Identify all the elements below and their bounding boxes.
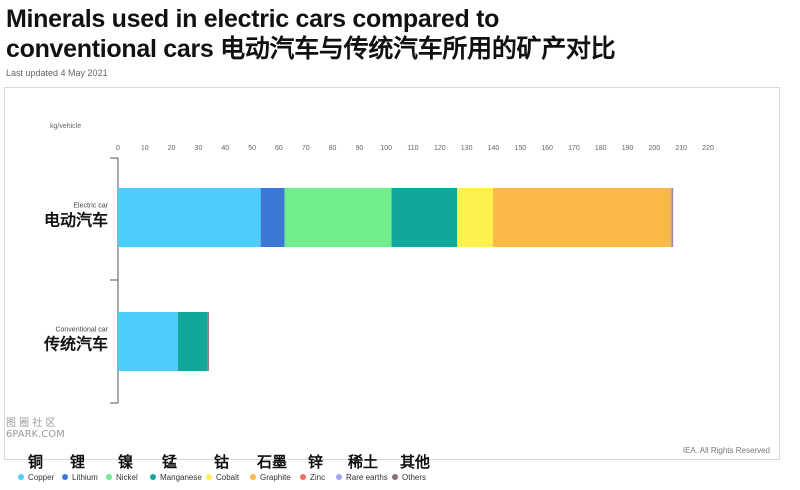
bar-segment-manganese [391, 188, 458, 247]
bar-segment-cobalt [457, 188, 493, 247]
x-tick-label: 30 [195, 145, 203, 152]
x-tick-label: 20 [168, 145, 176, 152]
bar-segment-others [208, 312, 209, 371]
legend-item: Zinc [300, 471, 325, 483]
x-tick-label: 170 [568, 145, 580, 152]
x-tick-label: 10 [141, 145, 149, 152]
bar-segment-copper [118, 188, 261, 247]
legend-item: Manganese [150, 471, 202, 483]
legend-item: Rare earths [336, 471, 388, 483]
chart-panel [4, 87, 780, 460]
watermark: 图 圈 社 区 6PARK.COM [6, 418, 65, 440]
x-tick-label: 190 [622, 145, 634, 152]
legend-swatch [336, 474, 342, 480]
x-tick-label: 220 [702, 145, 714, 152]
legend-swatch [62, 474, 68, 480]
legend-item: Nickel [106, 471, 138, 483]
legend-label-zh: 镍 [118, 453, 134, 471]
legend-item: Others [392, 471, 426, 483]
legend-swatch [300, 474, 306, 480]
x-tick-label: 200 [649, 145, 661, 152]
legend-item: Graphite [250, 471, 291, 483]
legend-swatch [250, 474, 256, 480]
x-tick-label: 180 [595, 145, 607, 152]
legend-label: Cobalt [216, 472, 240, 482]
legend-label: Nickel [116, 472, 138, 482]
x-tick-label: 60 [275, 145, 283, 152]
x-tick-label: 90 [355, 145, 363, 152]
bar-segment-lithium [260, 188, 285, 247]
category-label-zh: 传统汽车 [43, 335, 108, 354]
legend-label: Copper [28, 472, 55, 482]
watermark-line-1: 图 圈 社 区 [6, 418, 56, 429]
x-tick-label: 100 [380, 145, 392, 152]
last-updated: Last updated 4 May 2021 [6, 68, 108, 78]
legend-label-zh: 锂 [70, 453, 86, 471]
category-label-zh: 电动汽车 [44, 211, 108, 230]
legend-label: Lithium [72, 472, 98, 482]
legend-item: Cobalt [206, 471, 239, 483]
x-tick-label: 80 [329, 145, 337, 152]
legend-label-zh: 稀土 [348, 453, 379, 471]
watermark-line-2: 6PARK.COM [6, 429, 65, 440]
legend-item: Lithium [62, 471, 98, 483]
x-tick-label: 120 [434, 145, 446, 152]
x-tick-label: 140 [488, 145, 500, 152]
legend-label-zh: 石墨 [257, 453, 288, 471]
bar-segment-graphite [492, 188, 671, 247]
x-tick-label: 0 [116, 145, 120, 152]
x-tick-label: 160 [541, 145, 553, 152]
bar-segment-rare-earths [670, 188, 673, 247]
legend-swatch [392, 474, 398, 480]
legend-swatch [206, 474, 212, 480]
category-label-en: Electric car [73, 203, 108, 210]
x-tick-label: 110 [407, 145, 418, 152]
legend-label: Rare earths [346, 472, 388, 482]
legend-swatch [150, 474, 156, 480]
x-tick-label: 40 [221, 145, 229, 152]
x-tick-label: 130 [461, 145, 473, 152]
legend-swatch [18, 474, 24, 480]
legend-label: Graphite [260, 472, 291, 482]
legend-label-zh: 锌 [308, 453, 324, 471]
title-line-2: conventional cars 电动汽车与传统汽车所用的矿产对比 [6, 35, 616, 63]
title-line-1: Minerals used in electric cars compared … [6, 5, 500, 33]
legend-item: Copper [18, 471, 54, 483]
legend-label-zh: 钴 [214, 453, 230, 471]
legend-label: Zinc [310, 472, 326, 482]
bar-segment-manganese [177, 312, 208, 371]
x-tick-label: 150 [514, 145, 526, 152]
x-tick-label: 50 [248, 145, 256, 152]
bar-segment-nickel [284, 188, 392, 247]
legend-label: Others [402, 472, 427, 482]
legend-label-zh: 锰 [162, 453, 178, 471]
bar-segment-others [672, 188, 674, 247]
legend-label: Manganese [160, 472, 202, 482]
x-tick-label: 70 [302, 145, 310, 152]
legend-swatch [106, 474, 112, 480]
credit-text: IEA. All Rights Reserved [682, 446, 770, 455]
unit-label: kg/vehicle [50, 123, 81, 130]
legend-label-zh: 其他 [400, 453, 431, 471]
chart-title: Minerals used in electric cars compared … [6, 4, 796, 64]
category-label-en: Conventional car [55, 327, 108, 334]
legend-label-zh: 铜 [28, 453, 44, 471]
x-tick-label: 210 [675, 145, 687, 152]
bar-segment-copper [118, 312, 178, 371]
